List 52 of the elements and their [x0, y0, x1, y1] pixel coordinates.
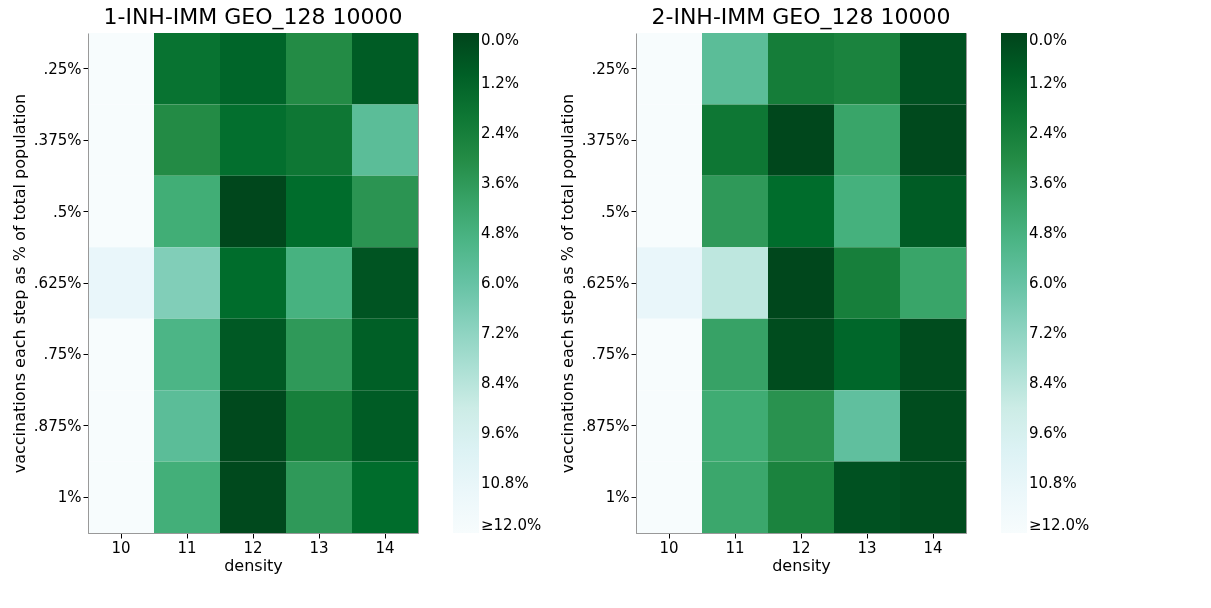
color-bar-label: 7.2%: [1029, 324, 1068, 342]
y-tick-label: .875%: [581, 416, 630, 435]
color-bar-label: 10.8%: [481, 474, 529, 492]
y-tick-label: .375%: [33, 131, 82, 150]
x-tick-label: 13: [309, 538, 329, 557]
y-tick-label: .25%: [591, 59, 630, 78]
x-tick-label: 10: [659, 538, 679, 557]
color-bar-label: ≥12.0%: [481, 516, 542, 534]
x-axis-title: density: [772, 555, 831, 575]
y-tick-label: .875%: [33, 416, 82, 435]
color-bar-label: 0.0%: [481, 31, 520, 49]
y-tick-label: .625%: [581, 274, 630, 292]
color-bar-label: 7.2%: [481, 324, 520, 342]
color-bar-label: 6.0%: [481, 274, 520, 292]
color-bar-label: ≥12.0%: [1029, 516, 1090, 534]
color-bar-label: 2.4%: [481, 124, 520, 142]
y-tick-label: .25%: [43, 59, 82, 78]
y-tick-label: .75%: [591, 345, 630, 364]
y-tick-label: .5%: [52, 202, 82, 221]
color-bar-label: 3.6%: [481, 174, 520, 192]
y-tick-label: .5%: [600, 202, 630, 221]
chart-title: 2-INH-IMM GEO_128 10000: [651, 4, 951, 30]
y-axis-title: vaccinations each step as % of total population: [557, 93, 577, 474]
color-bar-label: 0.0%: [1029, 31, 1068, 49]
y-tick-label: .625%: [33, 274, 82, 292]
color-bar-label: 1.2%: [481, 74, 520, 92]
x-tick-label: 10: [111, 538, 131, 557]
chart-title: 1-INH-IMM GEO_128 10000: [103, 4, 403, 30]
y-tick-label: 1%: [57, 488, 82, 507]
color-bar-label: 8.4%: [1029, 374, 1068, 392]
y-tick-label: 1%: [605, 488, 630, 507]
x-tick-label: 14: [923, 538, 943, 557]
x-tick-label: 13: [857, 538, 877, 557]
color-bar-label: 10.8%: [1029, 474, 1077, 492]
x-tick-label: 12: [791, 538, 811, 557]
x-tick-label: 11: [725, 538, 745, 557]
y-tick-label: .75%: [43, 345, 82, 364]
color-bar-label: 6.0%: [1029, 274, 1068, 292]
color-bar-label: 9.6%: [1029, 424, 1068, 442]
y-tick-label: .375%: [581, 131, 630, 150]
color-bar-label: 8.4%: [481, 374, 520, 392]
x-axis-title: density: [224, 555, 283, 575]
color-bar-label: 1.2%: [1029, 74, 1068, 92]
color-bar-label: 4.8%: [1029, 224, 1068, 242]
x-tick-label: 14: [375, 538, 395, 557]
color-bar-label: 3.6%: [1029, 174, 1068, 192]
x-tick-label: 12: [243, 538, 263, 557]
color-bar-label: 2.4%: [1029, 124, 1068, 142]
x-tick-label: 11: [177, 538, 197, 557]
color-bar-label: 4.8%: [481, 224, 520, 242]
y-axis-title: vaccinations each step as % of total population: [9, 93, 29, 474]
color-bar-label: 9.6%: [481, 424, 520, 442]
